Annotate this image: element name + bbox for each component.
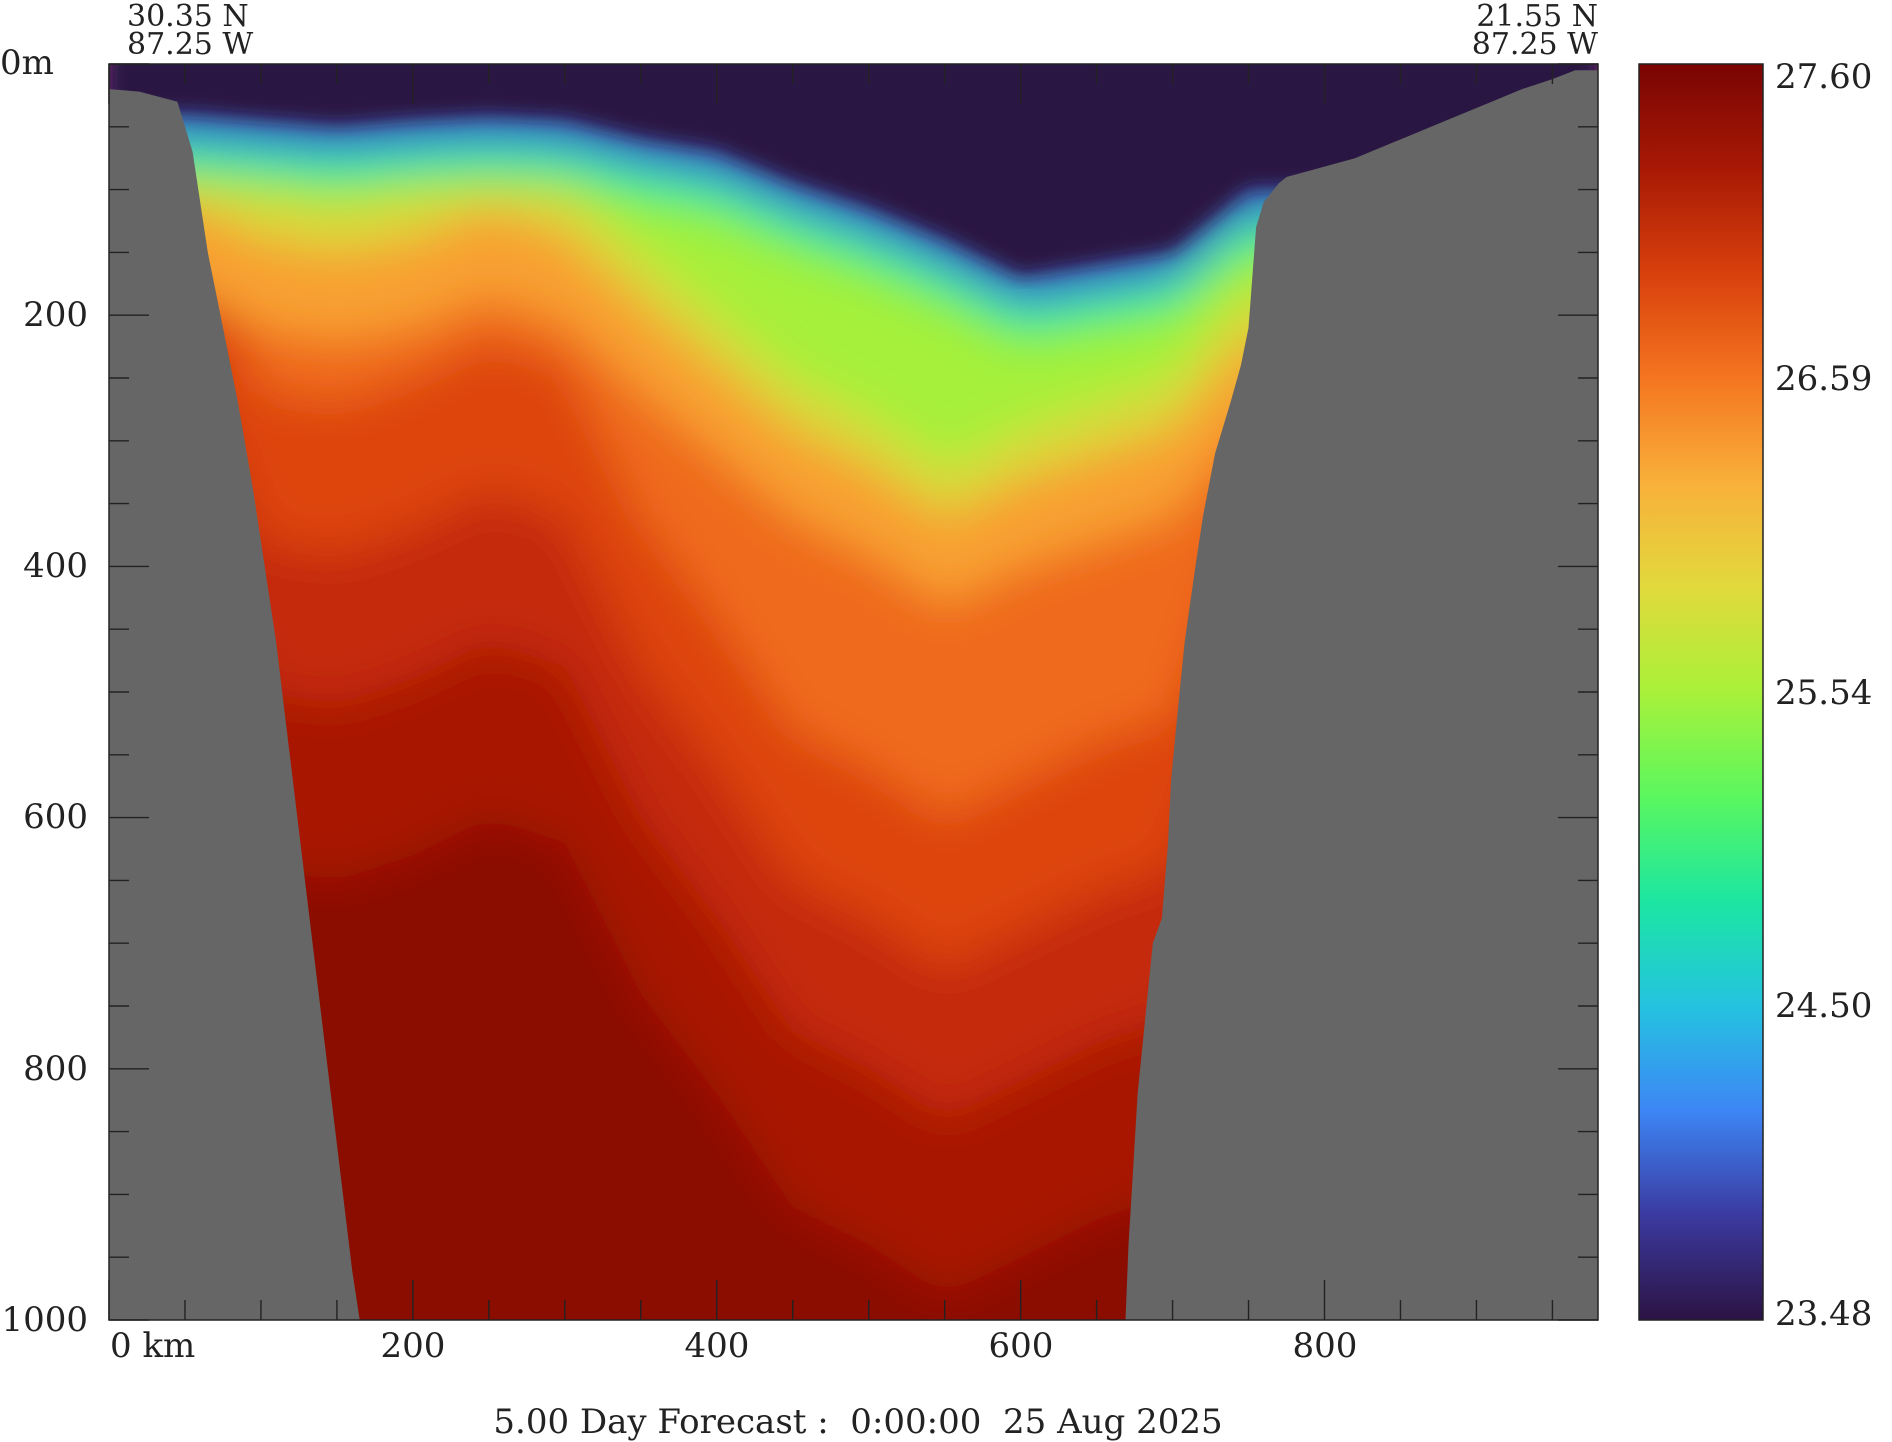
y-tick-label-1000: 1000 — [1, 1300, 88, 1340]
y-tick-label-200: 200 — [23, 295, 88, 335]
colorbar-label-min: 23.48 — [1775, 1294, 1872, 1334]
y-tick-label-600: 600 — [23, 797, 88, 837]
start-longitude: 87.25 W — [127, 27, 253, 62]
x-tick-label-400: 400 — [685, 1326, 750, 1366]
colorbar-label-max: 27.60 — [1775, 57, 1872, 97]
colorbar-label-2: 26.59 — [1775, 359, 1872, 399]
start-latitude: 30.35 N — [127, 0, 249, 34]
end-longitude: 87.25 W — [1472, 27, 1598, 62]
forecast-footer: 5.00 Day Forecast : 0:00:00 25 Aug 2025 — [493, 1402, 1222, 1442]
x-tick-label-800: 800 — [1293, 1326, 1358, 1366]
colorbar-label-4: 24.50 — [1775, 986, 1872, 1026]
x-tick-label-600: 600 — [989, 1326, 1054, 1366]
x-tick-label-0: 0 km — [110, 1326, 195, 1366]
y-tick-label-800: 800 — [23, 1049, 88, 1089]
axis-ticks — [108, 63, 1598, 1321]
colorbar-label-3: 25.54 — [1775, 673, 1872, 713]
colorbar — [1638, 63, 1764, 1321]
x-tick-label-200: 200 — [381, 1326, 446, 1366]
land-mask — [109, 70, 1598, 1320]
left-shelf — [109, 89, 360, 1320]
end-latitude: 21.55 N — [1476, 0, 1598, 34]
y-tick-label-400: 400 — [23, 546, 88, 586]
surface-cold-layer — [109, 64, 1598, 275]
right-shelf — [1125, 70, 1598, 1320]
y-tick-label-0: 0m — [0, 43, 54, 83]
field-surface — [109, 64, 1598, 275]
